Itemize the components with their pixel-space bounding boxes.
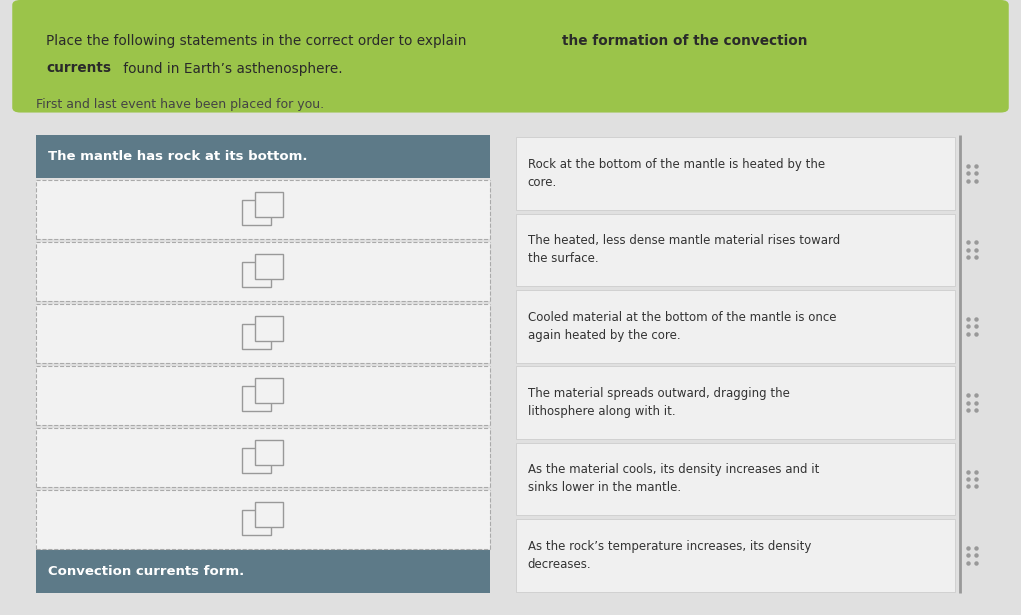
Bar — [36, 550, 490, 593]
Text: Cooled material at the bottom of the mantle is once
again heated by the core.: Cooled material at the bottom of the man… — [528, 311, 836, 342]
Bar — [254, 253, 283, 279]
Bar — [516, 213, 955, 286]
Bar — [36, 135, 490, 178]
Bar — [254, 191, 283, 217]
Text: found in Earth’s asthenosphere.: found in Earth’s asthenosphere. — [119, 62, 343, 76]
Text: First and last event have been placed for you.: First and last event have been placed fo… — [36, 98, 324, 111]
Bar — [36, 365, 490, 425]
Text: currents: currents — [46, 62, 111, 76]
Bar — [242, 448, 271, 474]
Bar — [242, 261, 271, 287]
FancyBboxPatch shape — [12, 0, 1009, 113]
Bar — [36, 242, 490, 301]
Bar — [516, 290, 955, 362]
Bar — [36, 427, 490, 487]
Bar — [516, 366, 955, 439]
Bar — [36, 490, 490, 549]
Bar — [242, 199, 271, 225]
Bar — [516, 137, 955, 210]
Bar — [36, 180, 490, 239]
Bar — [36, 304, 490, 363]
Text: Place the following statements in the correct order to explain: Place the following statements in the co… — [46, 34, 471, 48]
Bar — [254, 378, 283, 403]
Bar — [242, 323, 271, 349]
Bar — [242, 510, 271, 536]
Text: As the material cools, its density increases and it
sinks lower in the mantle.: As the material cools, its density incre… — [528, 464, 819, 494]
Bar — [254, 502, 283, 528]
Bar — [254, 315, 283, 341]
Text: The mantle has rock at its bottom.: The mantle has rock at its bottom. — [48, 150, 307, 164]
Bar — [254, 440, 283, 466]
Bar — [516, 443, 955, 515]
Text: The material spreads outward, dragging the
lithosphere along with it.: The material spreads outward, dragging t… — [528, 387, 789, 418]
Bar — [242, 386, 271, 411]
Text: the formation of the convection: the formation of the convection — [562, 34, 807, 48]
Text: Convection currents form.: Convection currents form. — [48, 565, 244, 579]
Text: Rock at the bottom of the mantle is heated by the
core.: Rock at the bottom of the mantle is heat… — [528, 158, 825, 189]
Text: The heated, less dense mantle material rises toward
the surface.: The heated, less dense mantle material r… — [528, 234, 840, 265]
Text: As the rock’s temperature increases, its density
decreases.: As the rock’s temperature increases, its… — [528, 540, 812, 571]
Bar — [516, 519, 955, 592]
